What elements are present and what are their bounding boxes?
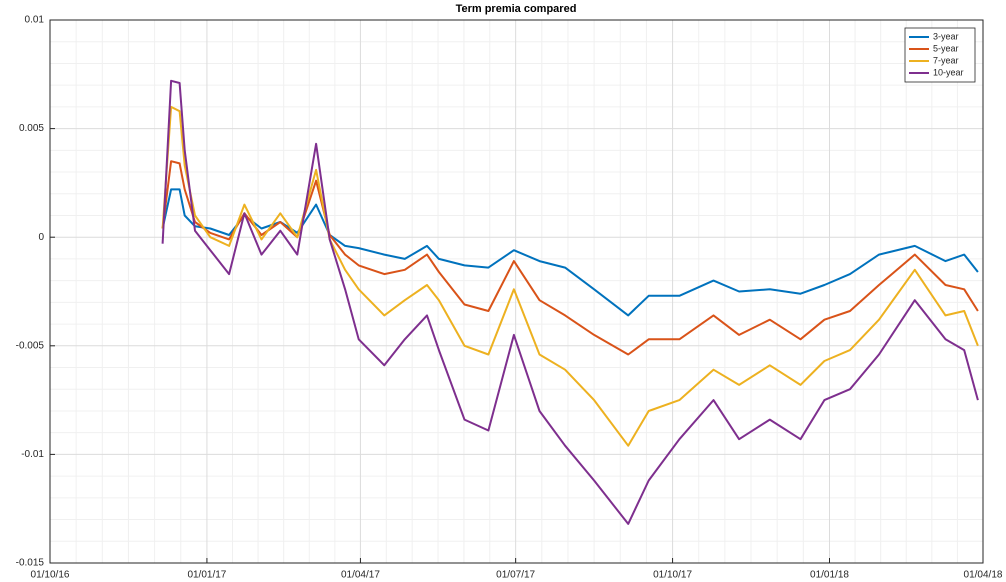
axes-box: [49, 19, 984, 564]
legend-label: 10-year: [933, 67, 964, 77]
chart-title: Term premia compared: [456, 3, 577, 15]
x-tick-label: 01/10/16: [31, 570, 70, 581]
line-series: [161, 188, 979, 317]
legend-label: 7-year: [933, 55, 959, 65]
y-tick-label: 0: [38, 232, 44, 243]
y-tick-label: 0.005: [19, 123, 44, 134]
line-series: [161, 79, 979, 525]
line-series: [161, 105, 979, 447]
x-tick-label: 01/10/17: [653, 570, 692, 581]
plot-area: [50, 20, 983, 563]
x-tick-label: 01/01/18: [810, 570, 849, 581]
y-tick-label: -0.01: [21, 449, 44, 460]
x-tick-label: 01/01/17: [187, 570, 226, 581]
y-tick-label: -0.005: [16, 340, 45, 351]
x-tick-label: 01/07/17: [496, 570, 535, 581]
legend-label: 3-year: [933, 31, 959, 41]
y-tick-label: 0.01: [25, 15, 45, 26]
legend-label: 5-year: [933, 43, 959, 53]
y-tick-label: -0.015: [16, 558, 45, 569]
x-tick-label: 01/04/18: [964, 570, 1003, 581]
x-tick-label: 01/04/17: [341, 570, 380, 581]
